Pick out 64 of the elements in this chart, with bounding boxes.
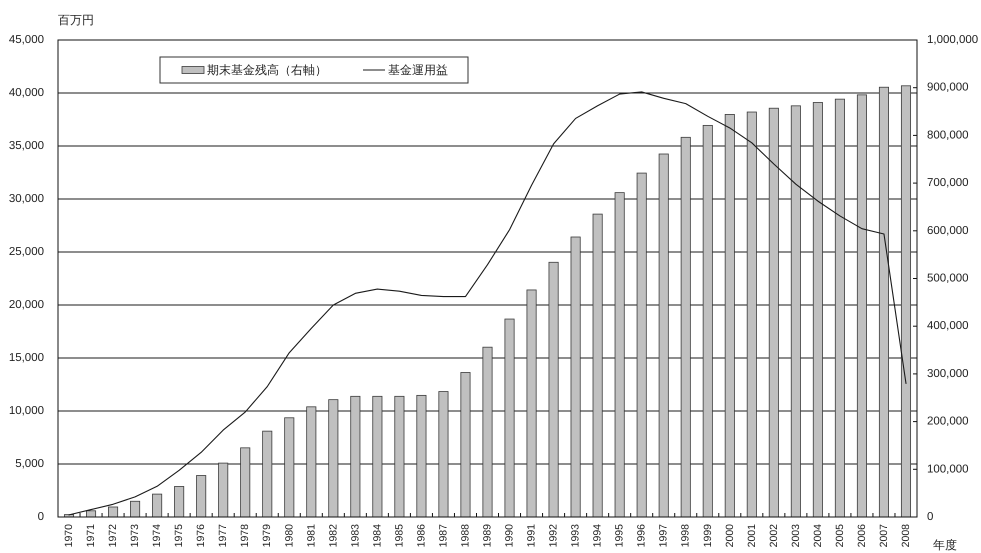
- ytick-label: 45,000: [8, 34, 44, 46]
- y2tick-label: 600,000: [927, 224, 969, 237]
- xtick-label: 1987: [437, 524, 450, 548]
- legend-label: 期末基金残高（右軸）: [207, 63, 327, 77]
- ytick-label: 0: [38, 511, 44, 523]
- xtick-label: 2008: [900, 524, 912, 548]
- y2tick-label: 200,000: [927, 416, 969, 428]
- ytick-label: 40,000: [8, 87, 44, 99]
- y2tick-label: 500,000: [927, 272, 969, 284]
- y2tick-label: 100,000: [927, 463, 969, 476]
- xtick-label: 1992: [548, 524, 560, 548]
- xtick-label: 1973: [129, 524, 142, 548]
- xtick-label: 1986: [415, 524, 428, 548]
- ytick-label: 35,000: [8, 140, 44, 152]
- ytick-label: 5,000: [15, 458, 44, 470]
- ytick-label: 10,000: [8, 405, 44, 417]
- ytick-label: 30,000: [8, 193, 44, 205]
- xtick-label: 1979: [261, 524, 274, 548]
- xtick-label: 1998: [680, 524, 692, 548]
- ytick-label: 25,000: [8, 246, 44, 258]
- xtick-label: 2001: [746, 524, 758, 548]
- xtick-label: 1980: [283, 524, 296, 548]
- xtick-label: 1997: [658, 524, 670, 548]
- xtick-label: 2007: [878, 524, 890, 548]
- y2tick-label: 900,000: [927, 82, 969, 94]
- xtick-label: 1993: [570, 524, 582, 548]
- ytick-label: 15,000: [8, 352, 44, 364]
- y2tick-label: 0: [927, 511, 934, 523]
- xtick-label: 1989: [482, 524, 494, 548]
- xtick-label: 1984: [371, 524, 384, 548]
- xtick-label: 2000: [724, 524, 736, 548]
- xtick-label: 1983: [349, 524, 362, 548]
- xtick-label: 1988: [459, 524, 472, 548]
- xtick-label: 1972: [107, 524, 120, 548]
- xtick-label: 2002: [768, 524, 780, 548]
- xtick-label: 2003: [790, 524, 802, 548]
- xtick-label: 2006: [856, 524, 868, 548]
- xtick-label: 1996: [636, 524, 648, 548]
- y2tick-label: 800,000: [927, 129, 969, 142]
- xtick-label: 1971: [85, 524, 98, 548]
- y2tick-label: 1,000,000: [927, 34, 978, 46]
- xtick-label: 1985: [393, 524, 406, 548]
- xtick-label: 1974: [151, 524, 164, 548]
- y2tick-label: 700,000: [927, 177, 969, 190]
- xtick-label: 1977: [217, 524, 230, 548]
- ytick-label: 20,000: [8, 299, 44, 311]
- y2tick-label: 300,000: [927, 368, 969, 380]
- y2tick-label: 400,000: [927, 320, 969, 332]
- xtick-label: 1999: [702, 524, 714, 548]
- xtick-label: 2005: [834, 524, 846, 548]
- xtick-label: 1991: [526, 524, 538, 548]
- legend-label: 基金運用益: [388, 63, 448, 77]
- xtick-label: 2004: [812, 524, 824, 548]
- xtick-label: 1990: [504, 524, 516, 548]
- xtick-label: 1975: [173, 524, 186, 548]
- xtick-label: 1970: [63, 524, 76, 548]
- xlabel: 年度: [933, 538, 957, 552]
- xtick-label: 1981: [305, 524, 318, 548]
- xtick-label: 1976: [195, 524, 208, 548]
- xtick-label: 1994: [592, 524, 604, 548]
- xtick-label: 1995: [614, 524, 626, 548]
- xtick-label: 1982: [327, 524, 340, 548]
- xtick-label: 1978: [239, 524, 252, 548]
- ylabel: 百万円: [58, 13, 94, 27]
